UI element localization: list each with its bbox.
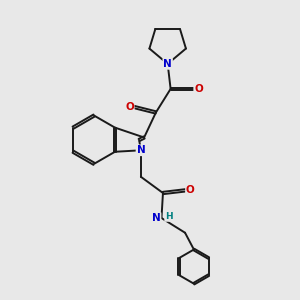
Text: N: N [152, 213, 161, 223]
Text: N: N [136, 145, 145, 155]
Text: N: N [163, 59, 172, 69]
Text: O: O [125, 102, 134, 112]
Text: H: H [165, 212, 173, 221]
Text: O: O [194, 84, 203, 94]
Text: O: O [186, 185, 195, 195]
